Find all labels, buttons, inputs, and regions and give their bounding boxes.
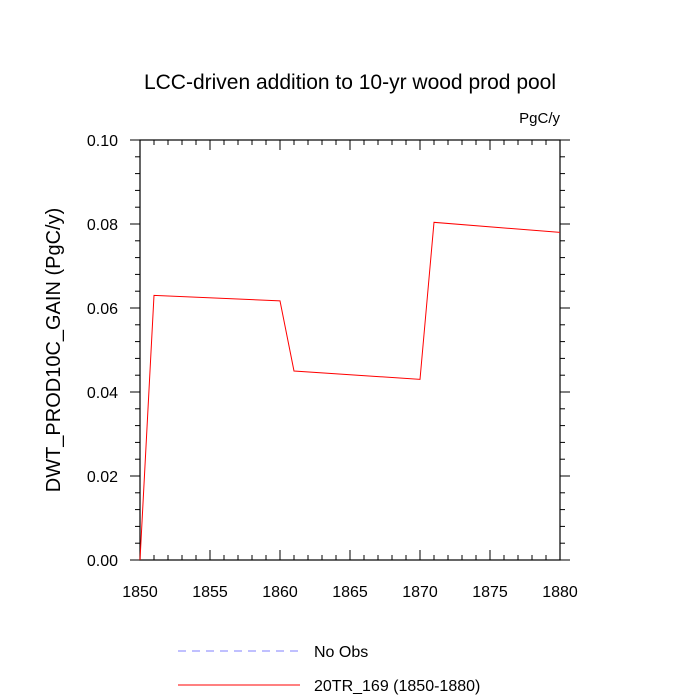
series-group [139,221,561,561]
chart-title: LCC-driven addition to 10-yr wood prod p… [144,71,556,94]
x-tick-label: 1860 [262,584,298,601]
units-label: PgC/y [519,110,560,127]
y-tick-label: 0.00 [87,553,118,570]
x-tick-label: 1850 [122,584,158,601]
legend: No Obs 20TR_169 (1850-1880) [178,644,480,695]
x-tick-label: 1855 [192,584,228,601]
x-tick-label: 1865 [332,584,368,601]
x-tick-label: 1870 [402,584,438,601]
y-tick-label: 0.02 [87,469,118,486]
y-tick-label: 0.06 [87,301,118,318]
legend-label: 20TR_169 (1850-1880) [314,678,480,695]
series-line [139,221,561,561]
y-tick-label: 0.10 [87,133,118,150]
x-tick-label: 1875 [472,584,508,601]
y-tick-label: 0.08 [87,217,118,234]
tick-labels: 1850 1855 1860 1865 1870 1875 1880 0.00 0.02 0.04… [87,133,578,601]
plot-frame [139,139,561,561]
axis-ticks [130,139,570,561]
legend-label: No Obs [314,644,368,661]
y-axis-label: DWT_PROD10C_GAIN (PgC/y) [43,208,65,493]
y-tick-label: 0.04 [87,385,118,402]
x-tick-label: 1880 [542,584,578,601]
